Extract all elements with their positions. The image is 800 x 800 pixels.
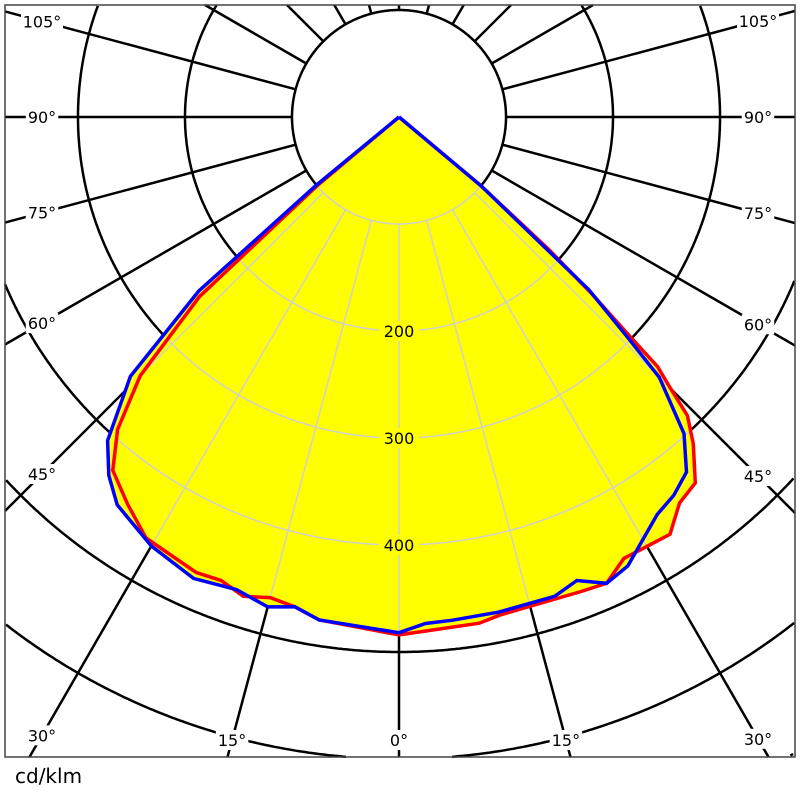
plot-frame <box>4 4 796 758</box>
outer-grid-radial-line <box>204 3 307 65</box>
inner-grid-radial-line <box>112 209 347 635</box>
outer-grid-radial-line <box>333 4 347 25</box>
outer-grid-radial-line <box>286 4 325 43</box>
angle-label-bg <box>215 730 249 750</box>
angle-tick-labels: 105° 90° 75° 60° 45° 30° 15° 0° 15° 30° 45° 60° 75° 9… <box>21 10 779 750</box>
angle-label-bg <box>737 10 779 31</box>
angle-tick-label: 75° <box>744 204 772 223</box>
angle-tick-label: 105° <box>23 12 62 31</box>
unit-label: cd/klm <box>15 764 83 788</box>
angle-label-bg <box>741 107 775 127</box>
outer-grid-radial-line <box>451 4 465 25</box>
angle-label-bg <box>741 728 775 749</box>
angle-tick-label: 45° <box>28 465 56 484</box>
series-line-0 <box>111 115 698 637</box>
angle-label-bg <box>25 725 59 746</box>
radial-tick-label: 300 <box>384 429 415 448</box>
inner-grid-circle <box>112 280 696 546</box>
intensity-fill <box>107 117 696 635</box>
outer-grid-radial-line <box>425 4 431 14</box>
inner-grid-radial-line <box>112 192 324 512</box>
outer-grid-circle <box>5 621 796 759</box>
angle-tick-label: 45° <box>744 467 772 486</box>
inner-grid-radial-line <box>226 220 373 635</box>
series-line-1 <box>105 115 689 635</box>
outer-grid-radial-line <box>491 3 594 65</box>
angle-label-bg <box>25 202 59 223</box>
outer-grid-radial-line <box>473 4 512 43</box>
angle-label-bg <box>741 466 775 486</box>
angle-tick-label: 60° <box>28 314 56 333</box>
radial-tick-label: 200 <box>384 322 415 341</box>
angle-tick-label: 90° <box>744 108 772 127</box>
inner-grid-circle <box>8 754 794 756</box>
series-curves <box>105 115 698 637</box>
radial-label-bg <box>379 428 419 448</box>
radial-label-bg <box>379 535 419 555</box>
angle-label-bg <box>741 314 775 335</box>
angle-label-bg <box>25 464 59 484</box>
angle-tick-label: 105° <box>739 12 778 31</box>
radial-tick-labels: 200 300 400 <box>379 321 419 555</box>
inner-grid-radial-line <box>451 209 696 635</box>
angle-label-bg <box>25 107 59 127</box>
angle-tick-label: 15° <box>552 731 580 750</box>
angle-tick-label: 75° <box>28 204 56 223</box>
angle-label-bg <box>741 203 775 224</box>
angle-label-bg <box>387 730 411 750</box>
angle-tick-label: 90° <box>28 108 56 127</box>
angle-tick-label: 30° <box>744 730 772 749</box>
angle-tick-label: 30° <box>28 726 56 745</box>
angle-label-bg <box>25 313 59 334</box>
angle-tick-label: 15° <box>218 731 246 750</box>
angle-tick-label: 0° <box>390 731 408 750</box>
outer-grid-circle <box>5 477 795 654</box>
angle-label-bg <box>549 730 583 750</box>
inner-grid-radial-line <box>425 220 572 635</box>
angle-tick-label: 60° <box>744 315 772 334</box>
outer-grid-radial-line <box>367 4 373 14</box>
outer-grid-circle <box>8 754 794 756</box>
radial-tick-label: 400 <box>384 536 415 555</box>
radial-label-bg <box>379 321 419 341</box>
angle-label-bg <box>21 11 63 32</box>
inner-grid-radial-line <box>474 192 696 514</box>
